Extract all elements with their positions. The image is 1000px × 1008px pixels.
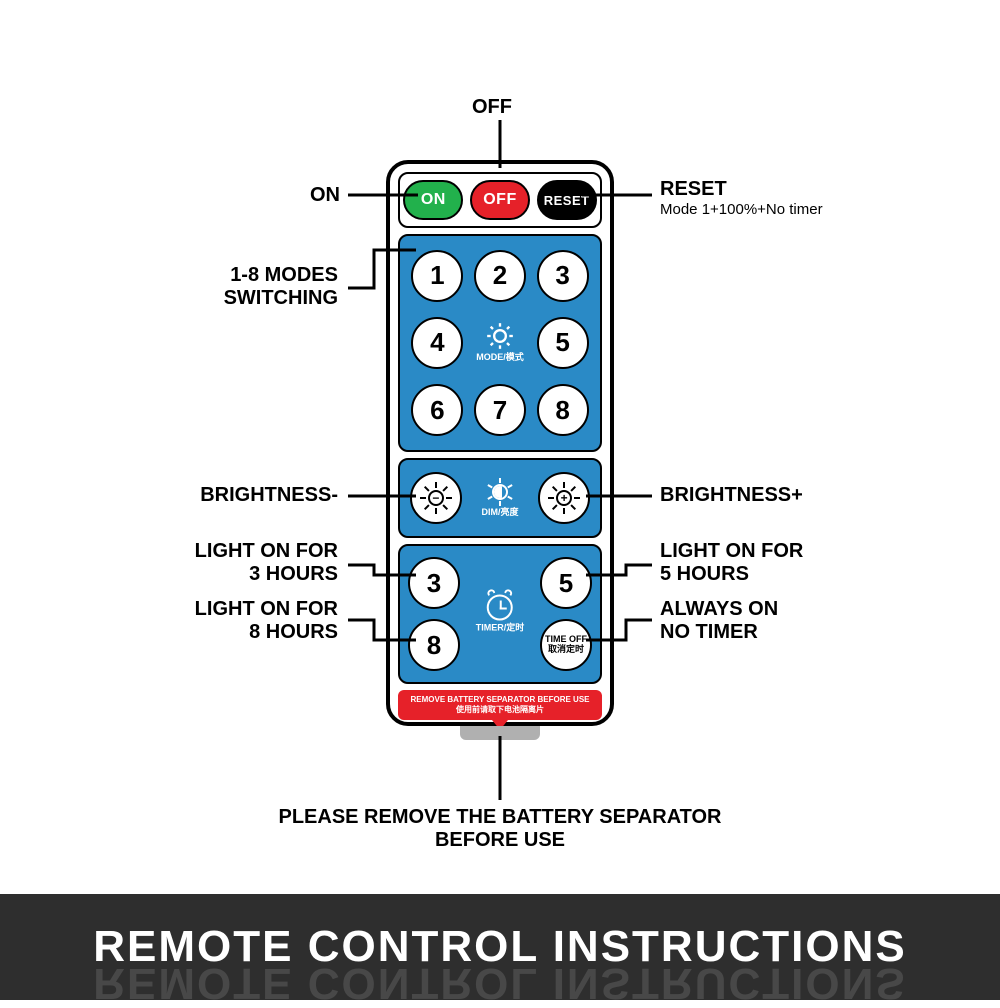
brightness-down-button[interactable]: − <box>410 472 462 524</box>
battery-tab <box>460 726 540 740</box>
mode-center-label: MODE/模式 <box>476 322 524 363</box>
label-on: ON <box>310 184 340 207</box>
label-brightness-minus: BRIGHTNESS- <box>200 484 338 507</box>
off-button[interactable]: OFF <box>470 180 530 220</box>
timer-8h-button[interactable]: 8 <box>408 619 460 671</box>
panel-brightness: − DIM/亮度 <box>398 458 602 538</box>
mode-2-button[interactable]: 2 <box>474 250 526 302</box>
label-battery: PLEASE REMOVE THE BATTERY SEPARATOR BEFO… <box>278 806 721 852</box>
sun-minus-icon: − <box>420 482 452 514</box>
gear-icon <box>486 322 514 350</box>
label-light8: LIGHT ON FOR 8 HOURS <box>195 598 338 644</box>
timer-center-label: TIMER/定时 <box>476 595 525 634</box>
label-off: OFF <box>472 96 512 119</box>
panel-modes: 1 2 3 4 MODE/模式 5 6 7 8 <box>398 234 602 452</box>
label-brightness-plus: BRIGHTNESS+ <box>660 484 803 507</box>
timer-3h-button[interactable]: 3 <box>408 557 460 609</box>
infographic-canvas: ON OFF RESET 1 2 3 4 MODE/模式 <box>0 0 1000 1000</box>
mode-5-button[interactable]: 5 <box>537 317 589 369</box>
brightness-up-button[interactable]: + <box>538 472 590 524</box>
sun-plus-icon: + <box>548 482 580 514</box>
clock-icon <box>487 595 513 621</box>
footer-title: REMOTE CONTROL INSTRUCTIONS REMOTE CONTR… <box>93 922 906 972</box>
mode-8-button[interactable]: 8 <box>537 384 589 436</box>
mode-4-button[interactable]: 4 <box>411 317 463 369</box>
mode-6-button[interactable]: 6 <box>411 384 463 436</box>
panel-timer: 3 5 8 TIME OFF 取消定时 TIMER/定时 <box>398 544 602 684</box>
label-always: ALWAYS ON NO TIMER <box>660 598 778 644</box>
battery-warning-strip: REMOVE BATTERY SEPARATOR BEFORE USE 使用前请… <box>398 690 602 720</box>
label-reset: RESET Mode 1+100%+No timer <box>660 178 823 218</box>
on-button[interactable]: ON <box>403 180 463 220</box>
footer-reflection: REMOTE CONTROL INSTRUCTIONS <box>93 958 906 1008</box>
half-sun-icon <box>487 479 513 505</box>
remote-body: ON OFF RESET 1 2 3 4 MODE/模式 <box>386 160 614 726</box>
mode-3-button[interactable]: 3 <box>537 250 589 302</box>
panel-power: ON OFF RESET <box>398 172 602 228</box>
dim-center-label: DIM/亮度 <box>481 479 518 518</box>
label-light3: LIGHT ON FOR 3 HOURS <box>195 540 338 586</box>
timer-5h-button[interactable]: 5 <box>540 557 592 609</box>
label-light5: LIGHT ON FOR 5 HOURS <box>660 540 803 586</box>
reset-button[interactable]: RESET <box>537 180 597 220</box>
timer-off-button[interactable]: TIME OFF 取消定时 <box>540 619 592 671</box>
footer-band: REMOTE CONTROL INSTRUCTIONS REMOTE CONTR… <box>0 894 1000 1000</box>
mode-1-button[interactable]: 1 <box>411 250 463 302</box>
mode-7-button[interactable]: 7 <box>474 384 526 436</box>
label-modes: 1-8 MODES SWITCHING <box>224 264 338 310</box>
